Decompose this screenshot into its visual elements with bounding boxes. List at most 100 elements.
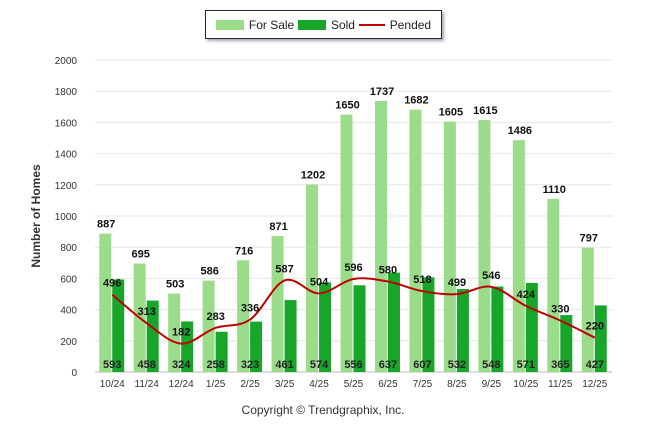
pended-data-label: 546 xyxy=(482,270,500,282)
pended-data-label: 313 xyxy=(138,306,156,318)
x-tick-label: 11/24 xyxy=(135,379,160,390)
y-tick-label: 1000 xyxy=(55,212,78,223)
sold-data-label: 548 xyxy=(482,359,500,371)
sold-data-label: 556 xyxy=(344,359,362,371)
for-sale-bar xyxy=(340,114,353,372)
y-axis-label: Number of Homes xyxy=(29,164,43,268)
data-labels: 887 593 695 458 503 324 586 258 716 323 871 461 1202… xyxy=(97,86,604,371)
sold-bar xyxy=(353,285,366,372)
copyright-footer: Copyright © Trendgraphix, Inc. xyxy=(241,403,405,417)
for-sale-bar xyxy=(409,109,422,372)
for-sale-data-label: 1110 xyxy=(543,184,566,196)
for-sale-data-label: 1202 xyxy=(301,169,325,181)
pended-line xyxy=(111,277,596,345)
y-tick-label: 0 xyxy=(71,368,77,379)
sold-bar xyxy=(456,289,469,372)
sold-data-label: 323 xyxy=(241,359,259,371)
pended-data-label: 496 xyxy=(103,278,121,290)
x-tick-label: 7/25 xyxy=(413,379,433,390)
for-sale-bar xyxy=(443,121,456,373)
x-tick-label: 12/25 xyxy=(582,379,607,390)
sold-data-label: 593 xyxy=(103,359,121,371)
pended-series-line xyxy=(111,277,596,345)
for-sale-bar xyxy=(374,101,387,372)
sold-data-label: 574 xyxy=(310,359,329,371)
for-sale-data-label: 871 xyxy=(269,221,287,233)
sold-bar xyxy=(387,272,400,372)
for-sale-data-label: 1650 xyxy=(335,100,359,112)
for-sale-bar xyxy=(547,198,560,372)
sold-data-label: 607 xyxy=(413,359,431,371)
pended-data-label: 283 xyxy=(206,311,224,323)
x-tick-label: 5/25 xyxy=(344,379,364,390)
sold-data-label: 571 xyxy=(517,359,535,371)
for-sale-data-label: 716 xyxy=(235,245,253,257)
pended-data-label: 596 xyxy=(344,262,362,274)
sold-bar xyxy=(525,282,538,372)
legend: For Sale Sold Pended xyxy=(205,10,442,39)
sold-data-label: 324 xyxy=(172,359,191,371)
x-tick-label: 3/25 xyxy=(275,379,295,390)
for-sale-data-label: 1682 xyxy=(404,95,428,107)
y-tick-label: 1800 xyxy=(55,87,78,98)
legend-item-for-sale[interactable]: For Sale xyxy=(215,17,295,32)
legend-item-pended[interactable]: Pended xyxy=(358,18,431,32)
pended-data-label: 587 xyxy=(275,263,293,275)
y-tick-label: 1600 xyxy=(55,118,78,129)
sold-bar xyxy=(181,321,194,372)
sold-swatch-icon xyxy=(297,19,326,30)
for-sale-bar xyxy=(478,120,491,372)
for-sale-data-label: 1486 xyxy=(508,125,532,137)
for-sale-bar xyxy=(581,247,594,372)
for-sale-swatch-icon xyxy=(215,19,244,30)
x-tick-label: 9/25 xyxy=(482,379,502,390)
for-sale-bar xyxy=(202,280,215,372)
y-tick-label: 800 xyxy=(60,243,77,254)
pended-data-label: 580 xyxy=(379,265,397,277)
y-tick-label: 200 xyxy=(60,337,77,348)
sold-bar xyxy=(594,305,607,372)
x-tick-label: 4/25 xyxy=(309,379,329,390)
for-sale-data-label: 887 xyxy=(97,219,115,231)
x-tick-label: 2/25 xyxy=(240,379,260,390)
pended-line-swatch-icon xyxy=(358,23,385,26)
x-tick-label: 10/24 xyxy=(100,379,125,390)
pended-data-label: 424 xyxy=(517,289,536,301)
x-tick-label: 10/25 xyxy=(513,379,538,390)
sold-data-label: 258 xyxy=(206,359,224,371)
x-axis-ticks: 10/24 11/24 12/24 1/25 2/25 3/25 4/25 5/25 6/25 7… xyxy=(100,379,608,390)
for-sale-data-label: 1605 xyxy=(439,107,463,119)
sold-data-label: 532 xyxy=(448,359,466,371)
legend-label-sold: Sold xyxy=(330,17,355,32)
for-sale-data-label: 1615 xyxy=(473,105,497,117)
for-sale-bar xyxy=(512,140,525,372)
sold-data-label: 637 xyxy=(379,359,397,371)
pended-data-label: 518 xyxy=(413,274,431,286)
y-tick-label: 600 xyxy=(60,274,77,285)
for-sale-bar xyxy=(306,184,319,372)
for-sale-data-label: 586 xyxy=(200,266,218,278)
y-tick-label: 1400 xyxy=(55,150,78,161)
sold-bar xyxy=(146,300,159,372)
sold-data-label: 461 xyxy=(275,359,293,371)
sold-data-label: 427 xyxy=(586,359,604,371)
for-sale-bar xyxy=(168,293,181,372)
y-tick-label: 2000 xyxy=(55,56,78,67)
for-sale-data-label: 695 xyxy=(132,249,150,261)
legend-label-for-sale: For Sale xyxy=(248,17,295,32)
sold-bar xyxy=(250,321,263,372)
sold-bar xyxy=(422,277,435,372)
sold-bar xyxy=(491,286,504,372)
legend-item-sold[interactable]: Sold xyxy=(297,17,355,32)
pended-data-label: 336 xyxy=(241,303,259,315)
sold-bar xyxy=(284,300,297,372)
x-tick-label: 12/24 xyxy=(169,379,194,390)
pended-data-label: 330 xyxy=(551,304,569,316)
for-sale-bar xyxy=(237,260,250,372)
pended-data-label: 499 xyxy=(448,277,466,289)
sold-data-label: 458 xyxy=(138,359,156,371)
y-tick-label: 400 xyxy=(60,306,77,317)
sold-bar xyxy=(319,282,332,372)
sold-bar xyxy=(560,315,573,372)
